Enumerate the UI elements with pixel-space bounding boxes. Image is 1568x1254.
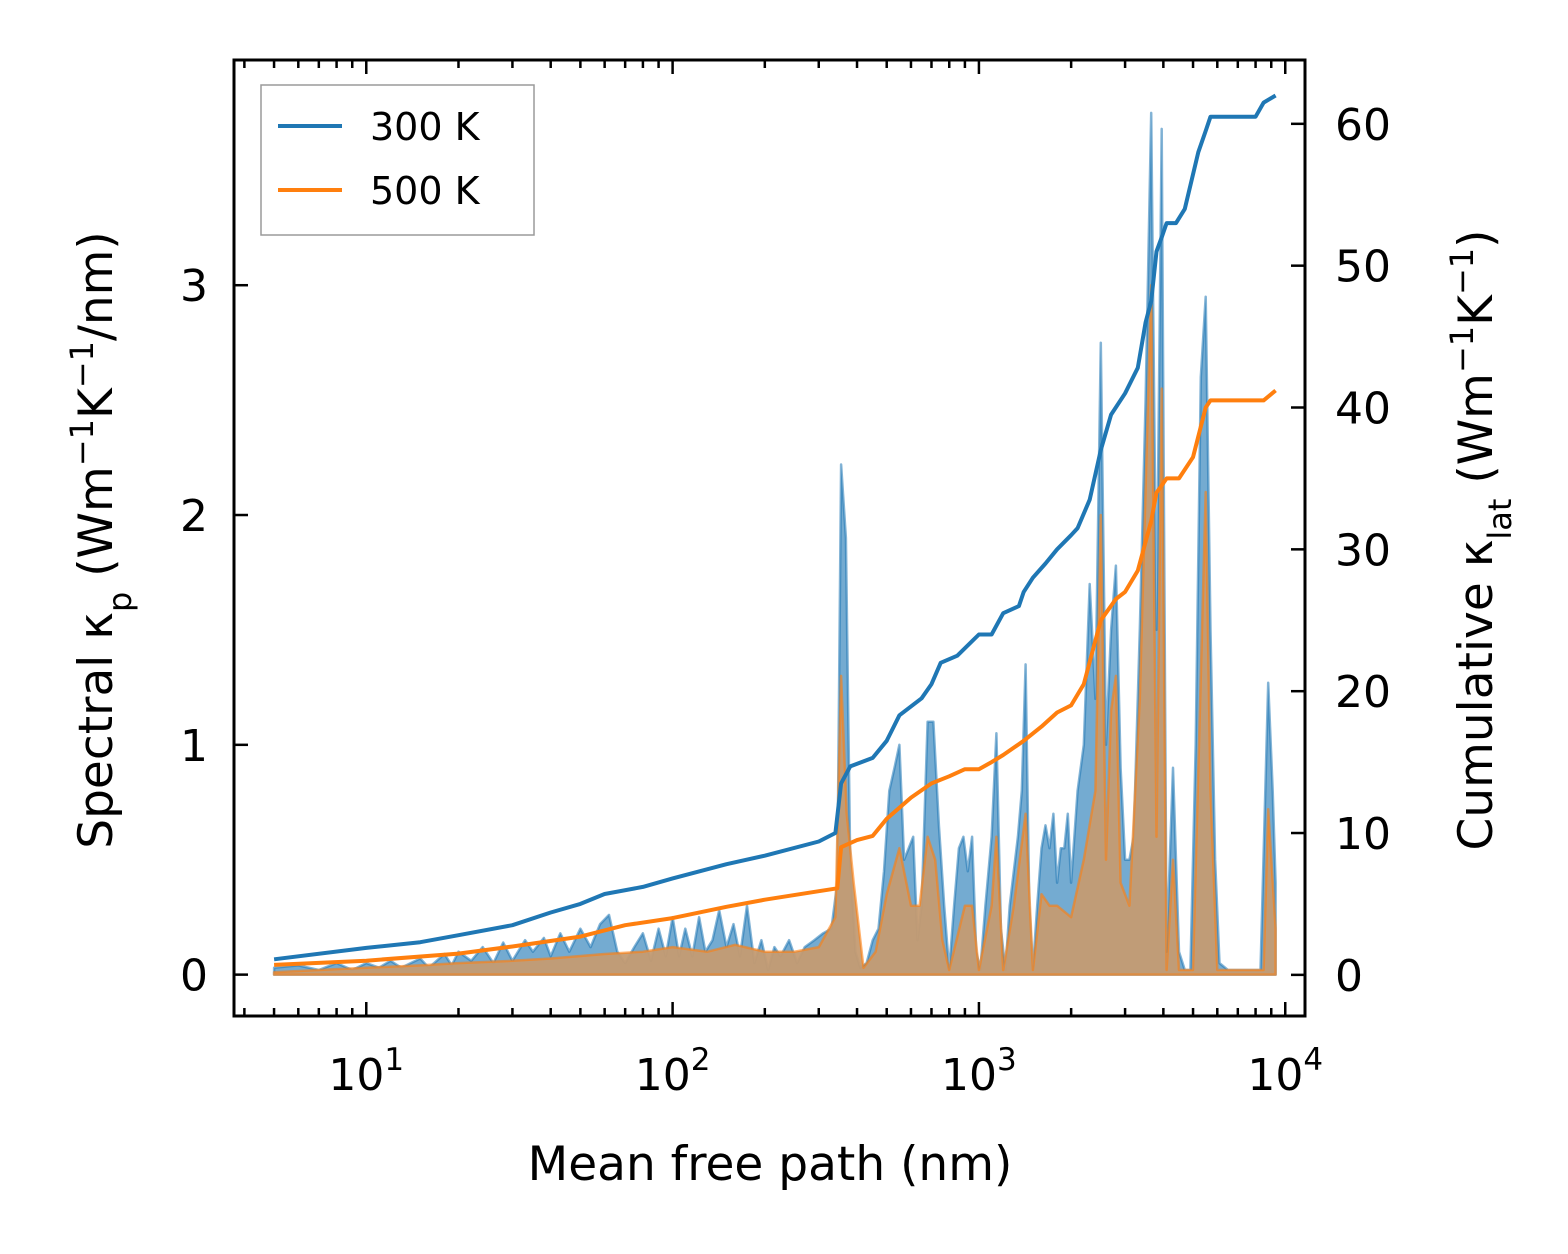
y-right-axis-title: Cumulative κlat (Wm−1K−1): [1443, 229, 1519, 850]
y-right-tick-label: 50: [1335, 242, 1391, 293]
legend-label-300k: 300 K: [370, 105, 481, 149]
plot-frame: [232, 58, 1307, 1018]
y-left-tick-label: 2: [180, 491, 208, 542]
y-right-tick-label: 10: [1335, 809, 1391, 860]
y-left-axis-title: Spectral κp (Wm−1K−1/nm): [63, 231, 139, 848]
y-right-tick-label: 40: [1335, 384, 1391, 435]
legend: 300 K 500 K: [260, 84, 535, 236]
x-tick-label: 102: [635, 1042, 711, 1101]
y-right-tick-label: 30: [1335, 525, 1391, 576]
y-left-tick-label: 3: [180, 261, 208, 312]
y-left-tick-label: 1: [180, 721, 208, 772]
legend-label-500k: 500 K: [370, 169, 481, 213]
cumulative-300k-line: [273, 93, 1277, 962]
y-right-tick-label: 20: [1335, 667, 1391, 718]
x-tick-label: 104: [1247, 1042, 1323, 1101]
spectral-500k-area: [272, 283, 1277, 976]
x-tick-label: 101: [328, 1042, 404, 1101]
y-right-tick-label: 0: [1335, 951, 1363, 1002]
series-lines-layer: [273, 93, 1277, 967]
spectral-fill-layer: [272, 111, 1277, 976]
legend-box: [260, 84, 535, 236]
x-axis-title: Mean free path (nm): [528, 1137, 1013, 1192]
y-left-tick-label: 0: [180, 951, 208, 1002]
cumulative-500k-line: [274, 388, 1277, 967]
y-right-tick-label: 60: [1335, 100, 1391, 151]
x-tick-label: 103: [941, 1042, 1017, 1101]
